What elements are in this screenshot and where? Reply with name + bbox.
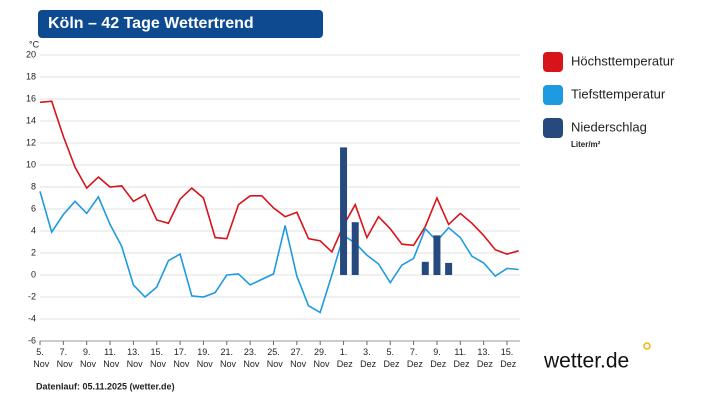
y-tick-label: 12	[26, 137, 36, 147]
footer: Datenlauf: 05.11.2025 (wetter.de)	[36, 381, 175, 391]
legend-swatch	[543, 118, 563, 138]
legend-swatch	[543, 85, 563, 105]
precip-bar	[340, 147, 348, 275]
x-tick-label: 9. Nov	[77, 347, 96, 369]
logo-dot	[643, 342, 651, 350]
logo: wetter.de	[543, 350, 629, 373]
x-tick-label: 15. Dez	[498, 347, 517, 369]
precip-bar	[351, 222, 359, 275]
legend-label: Tiefsttemperatur	[571, 86, 666, 101]
y-tick-label: 16	[26, 93, 36, 103]
y-tick-label: 20	[26, 49, 36, 59]
y-tick-label: 18	[26, 71, 36, 81]
legend-label: Niederschlag	[571, 119, 647, 134]
temp-line	[39, 100, 519, 255]
x-tick-label: 27. Nov	[288, 347, 307, 369]
x-tick-label: 9. Dez	[428, 347, 447, 369]
y-tick-label: 4	[31, 225, 36, 235]
x-tick-label: 5. Dez	[381, 347, 400, 369]
x-tick-label: 11. Nov	[101, 347, 120, 369]
y-tick-label: 10	[26, 159, 36, 169]
y-tick-label: 14	[26, 115, 36, 125]
y-tick-label: 6	[31, 203, 36, 213]
x-tick-label: 23. Nov	[241, 347, 260, 369]
chart-title: Köln – 42 Tage Wettertrend	[48, 15, 254, 32]
legend-label: Höchsttemperatur	[571, 53, 675, 68]
x-tick-label: 11. Dez	[451, 347, 470, 369]
y-tick-label: 0	[31, 269, 36, 279]
x-tick-label: 5. Nov	[31, 347, 50, 369]
x-tick-label: 7. Nov	[54, 347, 73, 369]
title-box	[38, 10, 323, 38]
y-tick-label: 8	[31, 181, 36, 191]
legend-unit: Liter/m²	[571, 140, 601, 149]
y-tick-label: -6	[28, 335, 36, 345]
x-tick-label: 13. Nov	[124, 347, 143, 369]
precip-bar	[433, 235, 441, 275]
x-tick-label: 29. Nov	[311, 347, 330, 369]
x-tick-label: 13. Dez	[474, 347, 493, 369]
x-tick-label: 19. Nov	[194, 347, 213, 369]
temp-line	[39, 191, 519, 314]
x-tick-label: 7. Dez	[404, 347, 423, 369]
y-tick-label: -2	[28, 291, 36, 301]
x-tick-label: 17. Nov	[171, 347, 190, 369]
x-tick-label: 15. Nov	[147, 347, 166, 369]
x-tick-label: 21. Nov	[218, 347, 237, 369]
precip-bar	[445, 262, 453, 275]
x-tick-label: 3. Dez	[358, 347, 377, 369]
x-tick-label: 25. Nov	[264, 347, 283, 369]
legend-swatch	[543, 52, 563, 72]
y-tick-label: 2	[31, 247, 36, 257]
y-tick-label: -4	[28, 313, 36, 323]
precip-bar	[421, 261, 429, 275]
y-unit: °C	[29, 39, 40, 49]
x-tick-label: 1. Dez	[334, 347, 353, 369]
